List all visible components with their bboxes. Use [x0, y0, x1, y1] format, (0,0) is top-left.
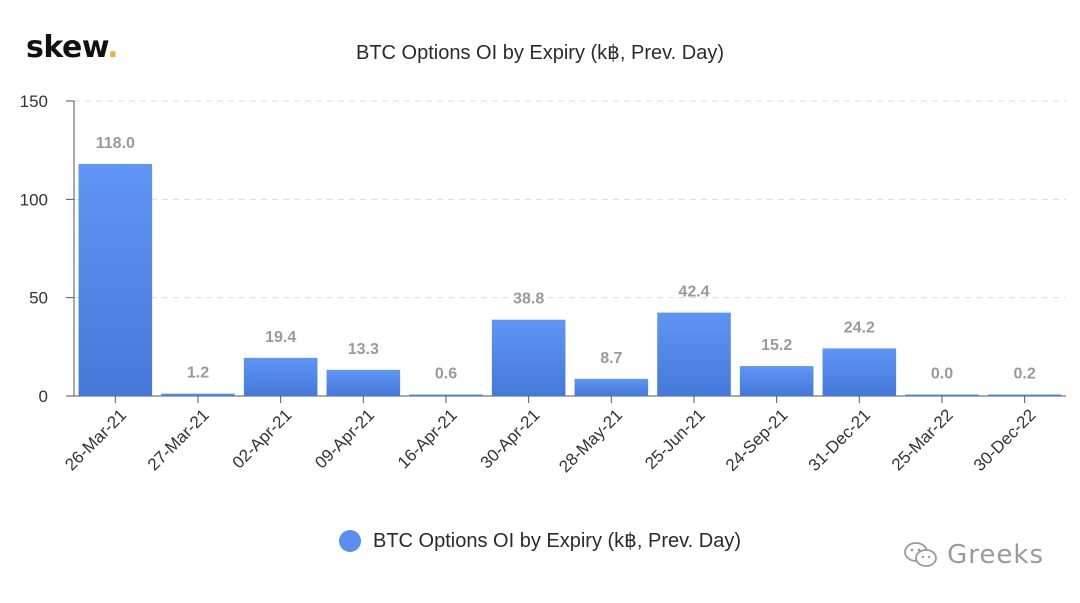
data-label: 118.0	[96, 135, 135, 152]
wechat-icon	[904, 542, 938, 567]
data-label: 8.7	[600, 350, 622, 367]
bar[interactable]	[243, 357, 318, 396]
bar[interactable]	[78, 163, 153, 396]
x-tick-label: 16-Apr-21	[394, 405, 461, 472]
skew-logo: skew.	[26, 30, 119, 65]
category-labels: 26-Mar-21 27-Mar-21 02-Apr-21 09-Apr-21 16-A…	[61, 405, 1039, 476]
legend-swatch	[339, 529, 361, 552]
bar[interactable]	[574, 378, 649, 396]
y-tick-label: 150	[20, 92, 48, 111]
grid-lines	[74, 100, 1066, 299]
x-tick-label: 09-Apr-21	[311, 405, 378, 472]
data-label: 19.4	[265, 329, 296, 346]
data-label: 24.2	[844, 319, 875, 336]
bar[interactable]	[409, 394, 483, 397]
bar[interactable]	[161, 393, 235, 396]
x-tick-label: 25-Mar-22	[888, 405, 957, 474]
y-tick-label: 0	[39, 387, 48, 406]
x-tick-label: 25-Jun-21	[641, 405, 709, 473]
x-tick-label: 30-Apr-21	[477, 405, 544, 472]
x-tick-label: 02-Apr-21	[229, 405, 296, 472]
logo-dot: .	[107, 30, 119, 65]
x-tick-label: 30-Dec-22	[970, 405, 1040, 475]
bars	[78, 163, 1062, 397]
x-tick-label: 31-Dec-21	[805, 405, 875, 475]
data-label: 38.8	[513, 291, 544, 308]
watermark: Greeks	[903, 540, 1044, 570]
legend[interactable]: BTC Options OI by Expiry (k฿, Prev. Day)	[0, 528, 1080, 553]
x-tick-label: 24-Sep-21	[722, 405, 792, 475]
logo-text: skew	[26, 30, 108, 65]
x-tick-label: 27-Mar-21	[144, 405, 213, 474]
data-label: 0.0	[931, 366, 953, 383]
bar[interactable]	[822, 348, 897, 396]
bar[interactable]	[491, 319, 566, 396]
bar-chart: 0 50 100 150 118.0 1.2 19.4 13.3 0.6 38.8 8.7 42.4…	[20, 92, 1066, 476]
x-tick-label: 26-Mar-21	[61, 405, 130, 474]
chart-title: BTC Options OI by Expiry (k฿, Prev. Day)	[356, 42, 724, 64]
data-label: 15.2	[761, 337, 792, 354]
data-label: 42.4	[678, 284, 709, 301]
y-tick-label: 100	[20, 190, 48, 209]
axes: 0 50 100 150	[20, 92, 1066, 406]
x-tick-label: 28-May-21	[555, 405, 626, 476]
watermark-text: Greeks	[947, 540, 1044, 570]
bar[interactable]	[657, 312, 731, 396]
y-tick-label: 50	[29, 289, 48, 308]
data-labels: 118.0 1.2 19.4 13.3 0.6 38.8 8.7 42.4 15.2 24.2 0.…	[96, 135, 1036, 383]
data-label: 0.6	[435, 366, 457, 383]
bar[interactable]	[326, 369, 401, 396]
data-label: 13.3	[348, 341, 379, 358]
legend-label: BTC Options OI by Expiry (k฿, Prev. Day)	[373, 530, 741, 552]
bar[interactable]	[905, 394, 979, 397]
data-label: 1.2	[187, 365, 209, 382]
bar[interactable]	[739, 366, 814, 396]
data-label: 0.2	[1014, 366, 1036, 383]
bar[interactable]	[987, 394, 1062, 397]
